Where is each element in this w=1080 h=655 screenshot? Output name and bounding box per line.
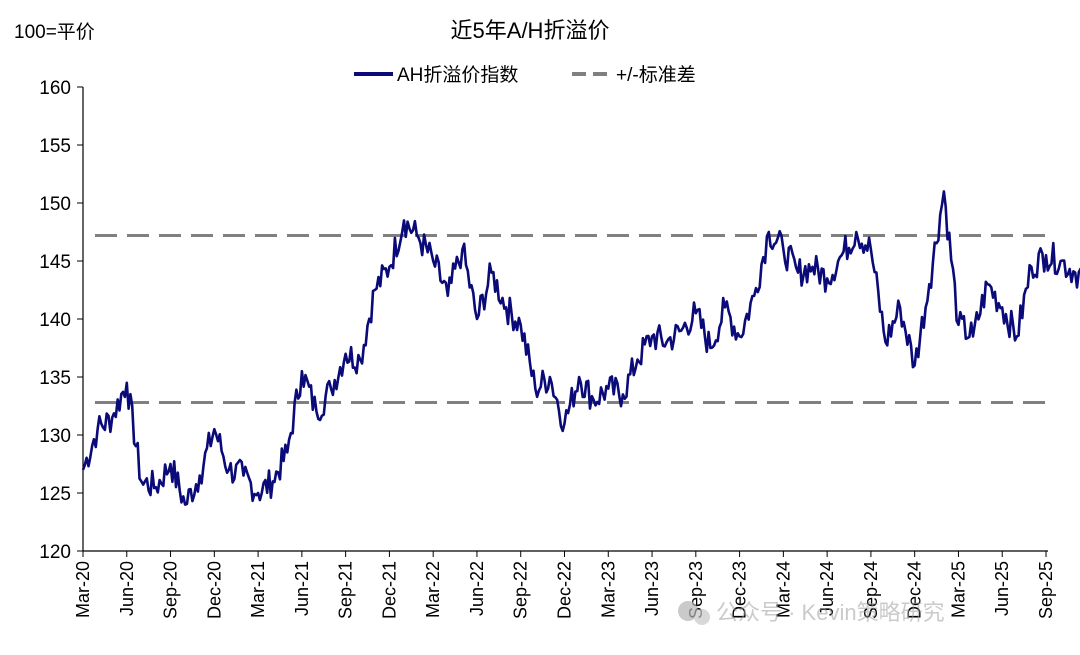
x-tick-label: Sep-20	[161, 561, 181, 619]
series-line-ah-premium	[81, 190, 1080, 506]
legend-series-label: AH折溢价指数	[397, 64, 518, 86]
x-tick-label: Mar-25	[948, 561, 968, 618]
unit-label: 100=平价	[14, 22, 95, 43]
x-tick-label: Dec-21	[379, 561, 399, 619]
x-tick-label: Dec-23	[730, 561, 750, 619]
x-tick-label: Sep-21	[336, 561, 356, 619]
x-tick-label: Mar-20	[73, 561, 93, 618]
y-tick-label: 150	[39, 194, 71, 215]
x-tick-label: Jun-24	[817, 561, 837, 616]
x-tick-label: Mar-21	[248, 561, 268, 618]
legend: AH折溢价指数 +/-标准差	[354, 64, 696, 86]
x-tick-label: Sep-25	[1036, 561, 1056, 619]
std-bands	[95, 233, 1046, 405]
x-tick-label: Jun-22	[467, 561, 487, 616]
x-tick-label: Jun-21	[292, 561, 312, 616]
x-ticks: Mar-20 Jun-20 Sep-20 Dec-20 Mar-21 Jun-21 Sep-…	[73, 551, 1056, 619]
wechat-icon-bubble	[694, 609, 710, 625]
y-tick-label: 130	[39, 426, 71, 447]
x-tick-label: Jun-23	[642, 561, 662, 616]
y-tick-label: 125	[39, 484, 71, 505]
x-tick-label: Mar-24	[773, 561, 793, 618]
y-tick-label: 160	[39, 78, 71, 99]
chart-title: 近5年A/H折溢价	[451, 18, 610, 43]
y-tick-label: 155	[39, 136, 71, 157]
x-tick-label: Jun-20	[117, 561, 137, 616]
wechat-icon	[678, 601, 698, 621]
x-tick-label: Sep-22	[511, 561, 531, 619]
x-tick-label: Sep-24	[861, 561, 881, 619]
x-tick-label: Dec-22	[555, 561, 575, 619]
y-tick-label: 145	[39, 252, 71, 273]
legend-std-label: +/-标准差	[616, 64, 696, 86]
x-tick-label: Mar-23	[598, 561, 618, 618]
x-tick-label: Jun-25	[992, 561, 1012, 616]
y-tick-label: 135	[39, 368, 71, 389]
watermark: 公众号 · Kevin策略研究	[678, 600, 945, 625]
watermark-text: 公众号 · Kevin策略研究	[716, 600, 945, 625]
y-ticks: 120 125 130 135 140 145 150 155 160	[39, 78, 83, 563]
x-tick-label: Dec-20	[204, 561, 224, 619]
x-tick-label: Dec-24	[905, 561, 925, 619]
x-tick-label: Mar-22	[423, 561, 443, 618]
y-tick-label: 140	[39, 310, 71, 331]
y-tick-label: 120	[39, 542, 71, 563]
